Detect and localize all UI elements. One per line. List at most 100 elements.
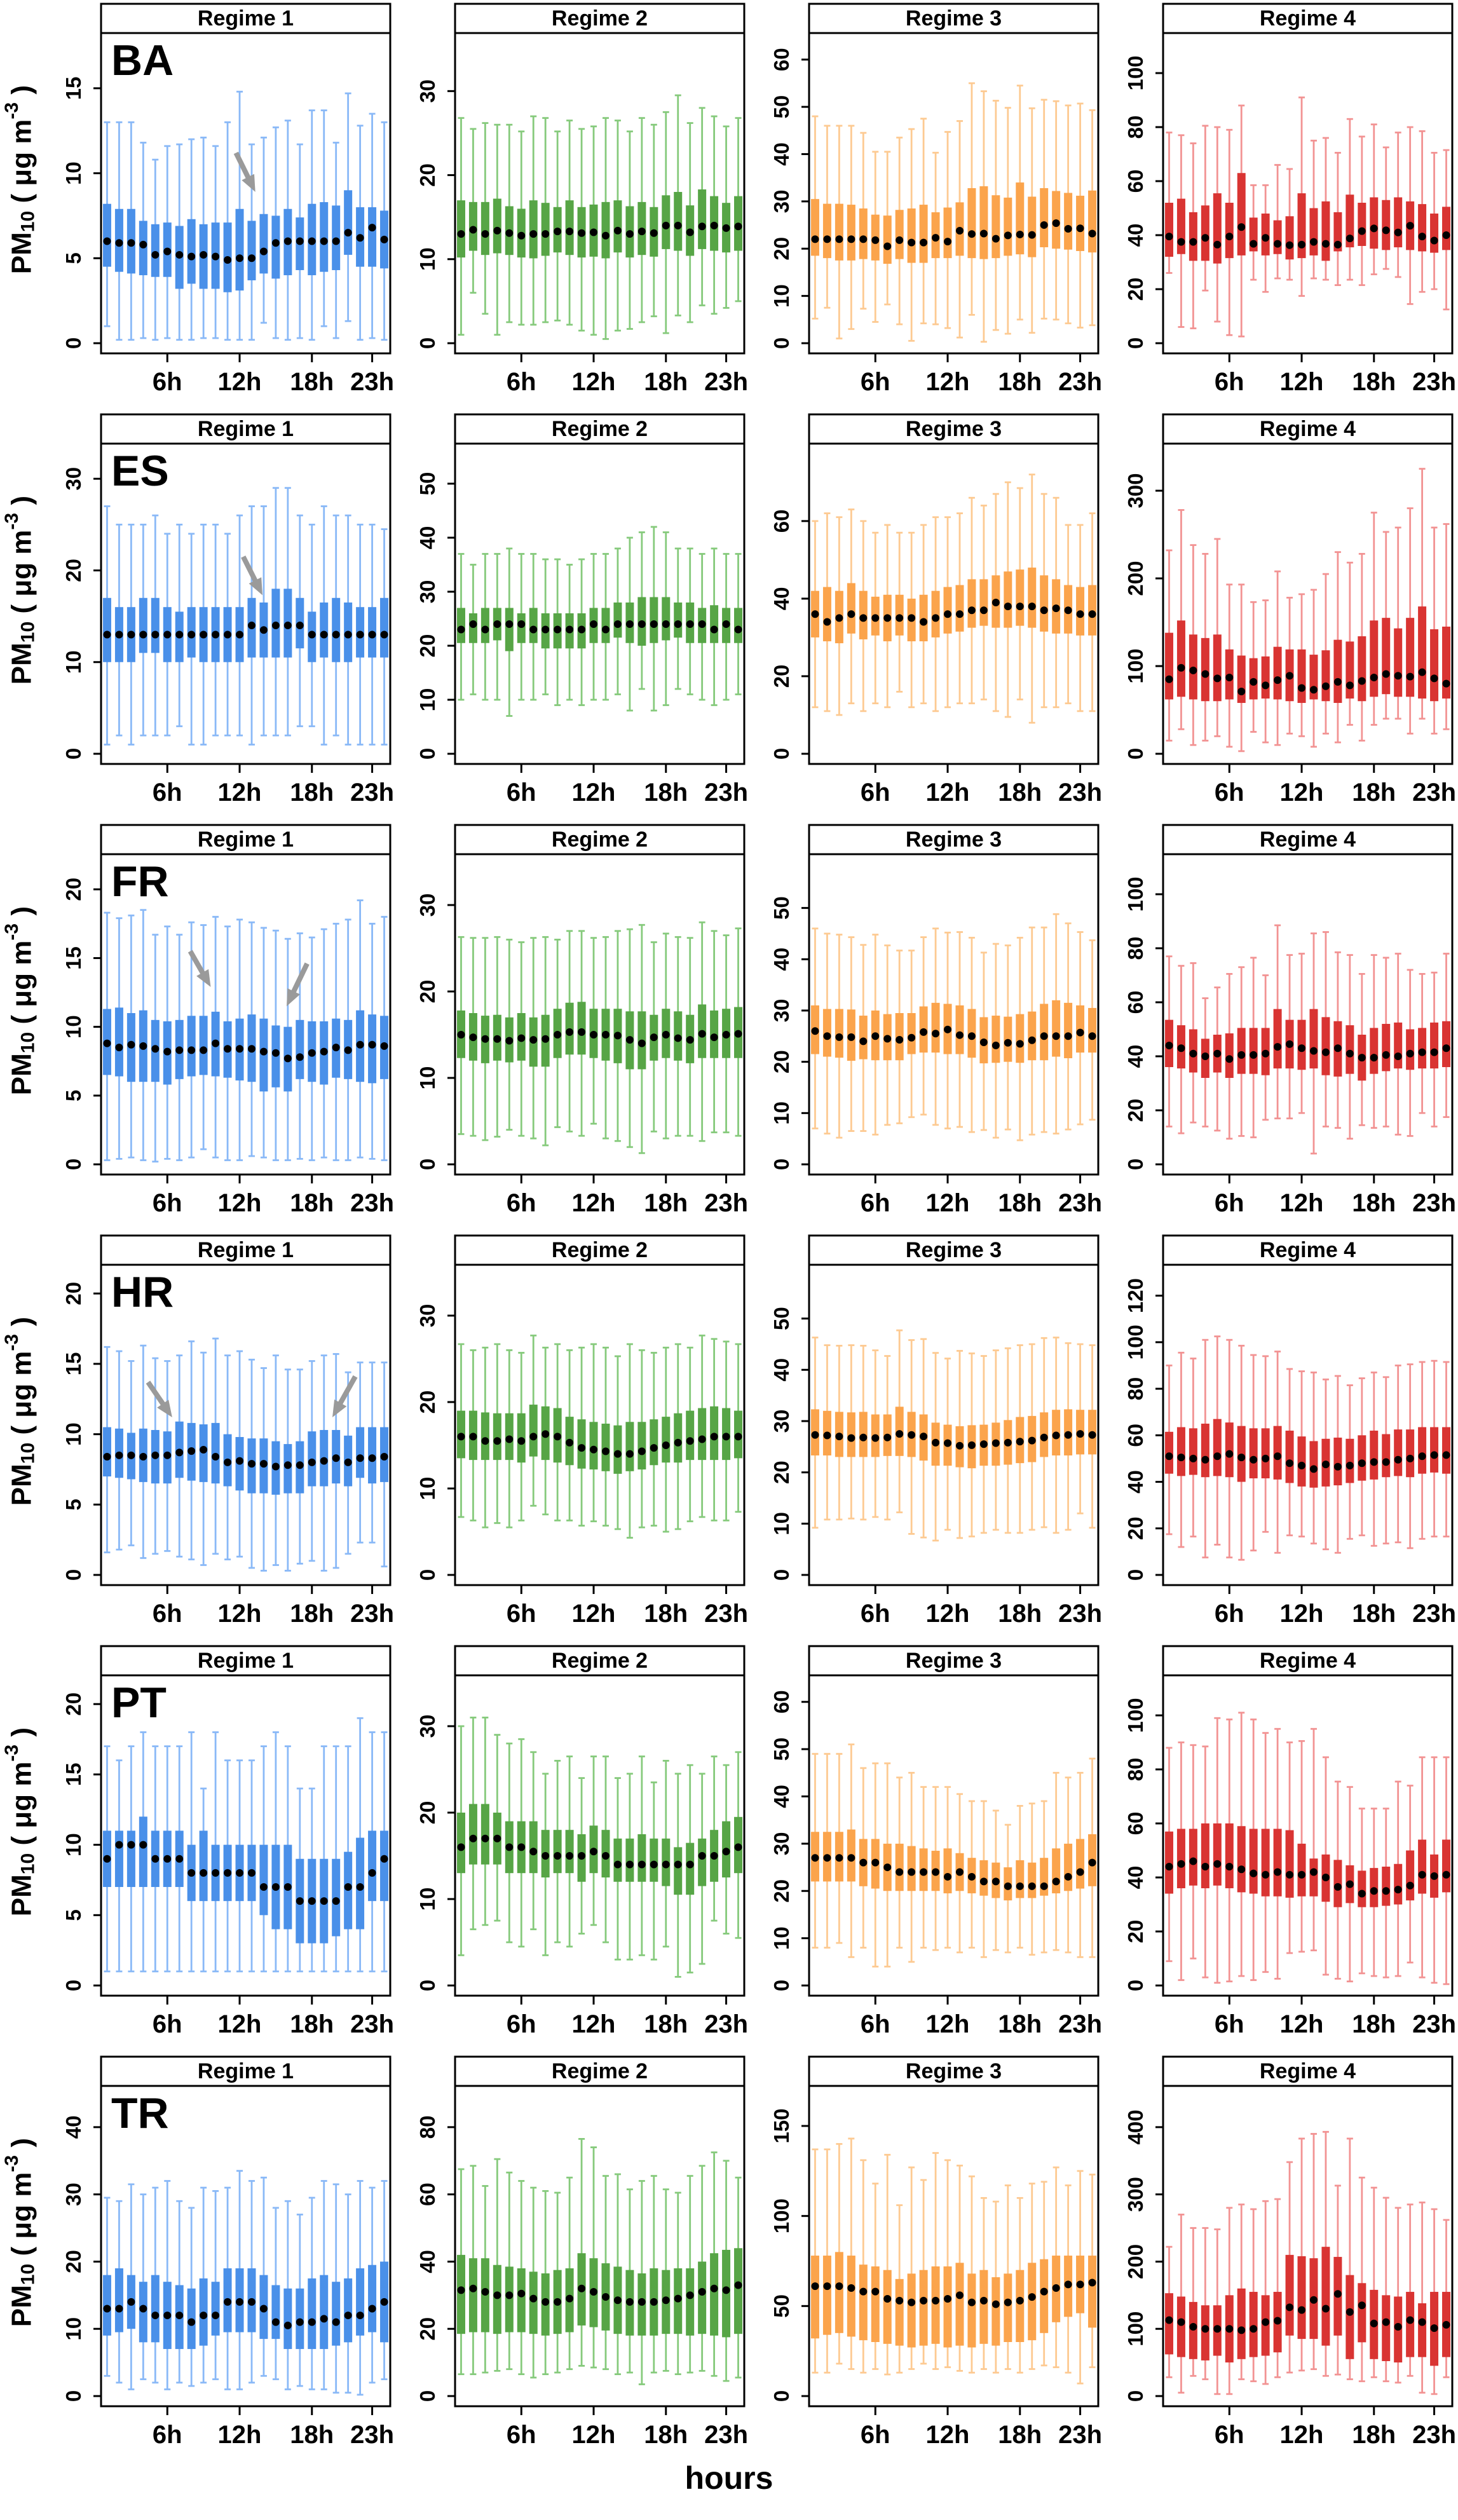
x-tick-label: 23h bbox=[704, 2010, 748, 2038]
panel-title: Regime 1 bbox=[198, 828, 294, 852]
station-row-hr: PM10 ( μg m-3 ) Regime 1 0 5 10 15 20 6h 12h 18h 2… bbox=[0, 1232, 1458, 1642]
station-label: TR bbox=[111, 2089, 169, 2137]
x-tick-label: 6h bbox=[861, 2421, 890, 2449]
panel-title: Regime 4 bbox=[1260, 1238, 1356, 1262]
x-tick-label: 23h bbox=[1412, 779, 1456, 807]
x-tick-label: 6h bbox=[507, 2421, 536, 2449]
y-tick-label: 20 bbox=[62, 2250, 85, 2273]
y-tick-label: 0 bbox=[1124, 2390, 1147, 2402]
x-tick-label: 12h bbox=[1280, 1189, 1324, 1217]
boxplot-panel-hr-regime-2: Regime 2 0 10 20 30 6h 12h 18h 23h bbox=[416, 1234, 748, 1628]
y-tick-label: 400 bbox=[1124, 2109, 1147, 2144]
y-tick-label: 20 bbox=[770, 665, 793, 688]
x-tick-label: 23h bbox=[704, 779, 748, 807]
x-tick-label: 18h bbox=[290, 779, 334, 807]
y-tick-label: 100 bbox=[1124, 1698, 1147, 1733]
y-tick-label: 20 bbox=[416, 1801, 439, 1825]
y-tick-label: 0 bbox=[62, 1159, 85, 1170]
x-tick-label: 6h bbox=[861, 2010, 890, 2038]
boxplot-panel-es-regime-3: Regime 3 0 20 40 60 6h 12h 18h 23h bbox=[770, 413, 1102, 807]
y-tick-label: 0 bbox=[416, 337, 439, 349]
boxplot-panel-fr-regime-4: Regime 4 0 20 40 60 80 100 6h 12h 18h 23h bbox=[1124, 824, 1456, 1217]
y-tick-label: 10 bbox=[62, 650, 85, 674]
y-tick-label: 30 bbox=[416, 79, 439, 103]
y-tick-label: 0 bbox=[770, 1159, 793, 1170]
y-tick-label: 40 bbox=[770, 1358, 793, 1382]
boxplot-panel-ba-regime-4: Regime 4 0 20 40 60 80 100 6h 12h 18h 23h bbox=[1124, 3, 1456, 396]
panel-title: Regime 1 bbox=[198, 1649, 294, 1673]
y-tick-label: 80 bbox=[416, 2116, 439, 2139]
y-tick-label: 30 bbox=[770, 1832, 793, 1856]
x-tick-label: 23h bbox=[350, 1600, 394, 1628]
x-tick-label: 23h bbox=[350, 1189, 394, 1217]
station-row-pt: PM10 ( μg m-3 ) Regime 1 0 5 10 15 20 6h 12h 18h 2… bbox=[0, 1642, 1458, 2053]
x-tick-label: 6h bbox=[153, 2421, 182, 2449]
x-tick-label: 6h bbox=[1215, 2010, 1244, 2038]
y-tick-label: 20 bbox=[1124, 1516, 1147, 1540]
x-tick-label: 18h bbox=[290, 368, 334, 396]
annotation-arrow-icon bbox=[332, 1400, 347, 1417]
y-tick-label: 60 bbox=[770, 48, 793, 71]
y-tick-label: 0 bbox=[416, 2390, 439, 2402]
y-tick-label: 20 bbox=[770, 1050, 793, 1073]
y-tick-label: 20 bbox=[416, 163, 439, 187]
y-tick-label: 0 bbox=[416, 1159, 439, 1170]
y-tick-label: 15 bbox=[62, 1352, 85, 1376]
y-tick-label: 20 bbox=[770, 1461, 793, 1484]
panel-title: Regime 4 bbox=[1260, 2059, 1356, 2083]
y-tick-label: 5 bbox=[62, 1909, 85, 1921]
x-tick-label: 18h bbox=[290, 2421, 334, 2449]
x-tick-label: 18h bbox=[1352, 1189, 1396, 1217]
x-tick-label: 23h bbox=[350, 2010, 394, 2038]
y-tick-label: 40 bbox=[1124, 1866, 1147, 1890]
y-tick-label: 80 bbox=[1124, 116, 1147, 139]
y-tick-label: 40 bbox=[1124, 224, 1147, 247]
y-tick-label: 0 bbox=[770, 337, 793, 349]
y-tick-label: 80 bbox=[1124, 1377, 1147, 1401]
x-tick-label: 18h bbox=[290, 1600, 334, 1628]
x-tick-label: 12h bbox=[926, 2010, 970, 2038]
x-tick-label: 18h bbox=[644, 1600, 688, 1628]
y-tick-label: 0 bbox=[62, 1980, 85, 1991]
x-tick-label: 12h bbox=[572, 368, 616, 396]
y-tick-label: 50 bbox=[770, 95, 793, 119]
y-tick-label: 0 bbox=[770, 1569, 793, 1581]
x-tick-label: 6h bbox=[153, 1600, 182, 1628]
x-tick-label: 6h bbox=[1215, 1189, 1244, 1217]
y-tick-label: 20 bbox=[416, 2317, 439, 2341]
y-tick-label: 10 bbox=[770, 1926, 793, 1950]
y-tick-label: 0 bbox=[416, 1569, 439, 1581]
y-tick-label: 10 bbox=[62, 2317, 85, 2341]
station-label: PT bbox=[111, 1679, 167, 1727]
y-tick-label: 20 bbox=[62, 1282, 85, 1305]
y-tick-label: 50 bbox=[770, 2294, 793, 2318]
x-tick-label: 12h bbox=[218, 779, 262, 807]
y-tick-label: 30 bbox=[770, 1410, 793, 1433]
y-tick-label: 40 bbox=[416, 2250, 439, 2273]
x-tick-label: 12h bbox=[218, 1600, 262, 1628]
x-tick-label: 18h bbox=[998, 1600, 1042, 1628]
y-tick-label: 100 bbox=[1124, 876, 1147, 911]
y-tick-label: 10 bbox=[770, 284, 793, 308]
y-tick-label: 20 bbox=[416, 634, 439, 658]
boxplot-panel-fr-regime-2: Regime 2 0 10 20 30 6h 12h 18h 23h bbox=[416, 824, 748, 1217]
y-tick-label: 20 bbox=[1124, 1920, 1147, 1944]
y-tick-label: 5 bbox=[62, 1499, 85, 1510]
x-tick-label: 6h bbox=[861, 1600, 890, 1628]
y-tick-label: 100 bbox=[770, 2198, 793, 2233]
x-tick-label: 23h bbox=[1412, 368, 1456, 396]
boxplot-panel-fr-regime-3: Regime 3 0 10 20 30 40 50 6h 12h 18h 23h bbox=[770, 824, 1102, 1217]
y-tick-label: 20 bbox=[62, 1692, 85, 1716]
y-tick-label: 60 bbox=[416, 2183, 439, 2206]
x-tick-label: 12h bbox=[572, 779, 616, 807]
annotation-arrow-icon bbox=[196, 969, 211, 987]
x-tick-label: 23h bbox=[704, 368, 748, 396]
y-tick-label: 0 bbox=[62, 1569, 85, 1581]
y-tick-label: 300 bbox=[1124, 473, 1147, 508]
x-tick-label: 12h bbox=[218, 368, 262, 396]
x-tick-label: 18h bbox=[998, 2010, 1042, 2038]
x-tick-label: 6h bbox=[1215, 2421, 1244, 2449]
y-tick-label: 100 bbox=[1124, 1325, 1147, 1359]
y-tick-label: 10 bbox=[416, 1477, 439, 1501]
panel-title: Regime 2 bbox=[552, 1238, 648, 1262]
